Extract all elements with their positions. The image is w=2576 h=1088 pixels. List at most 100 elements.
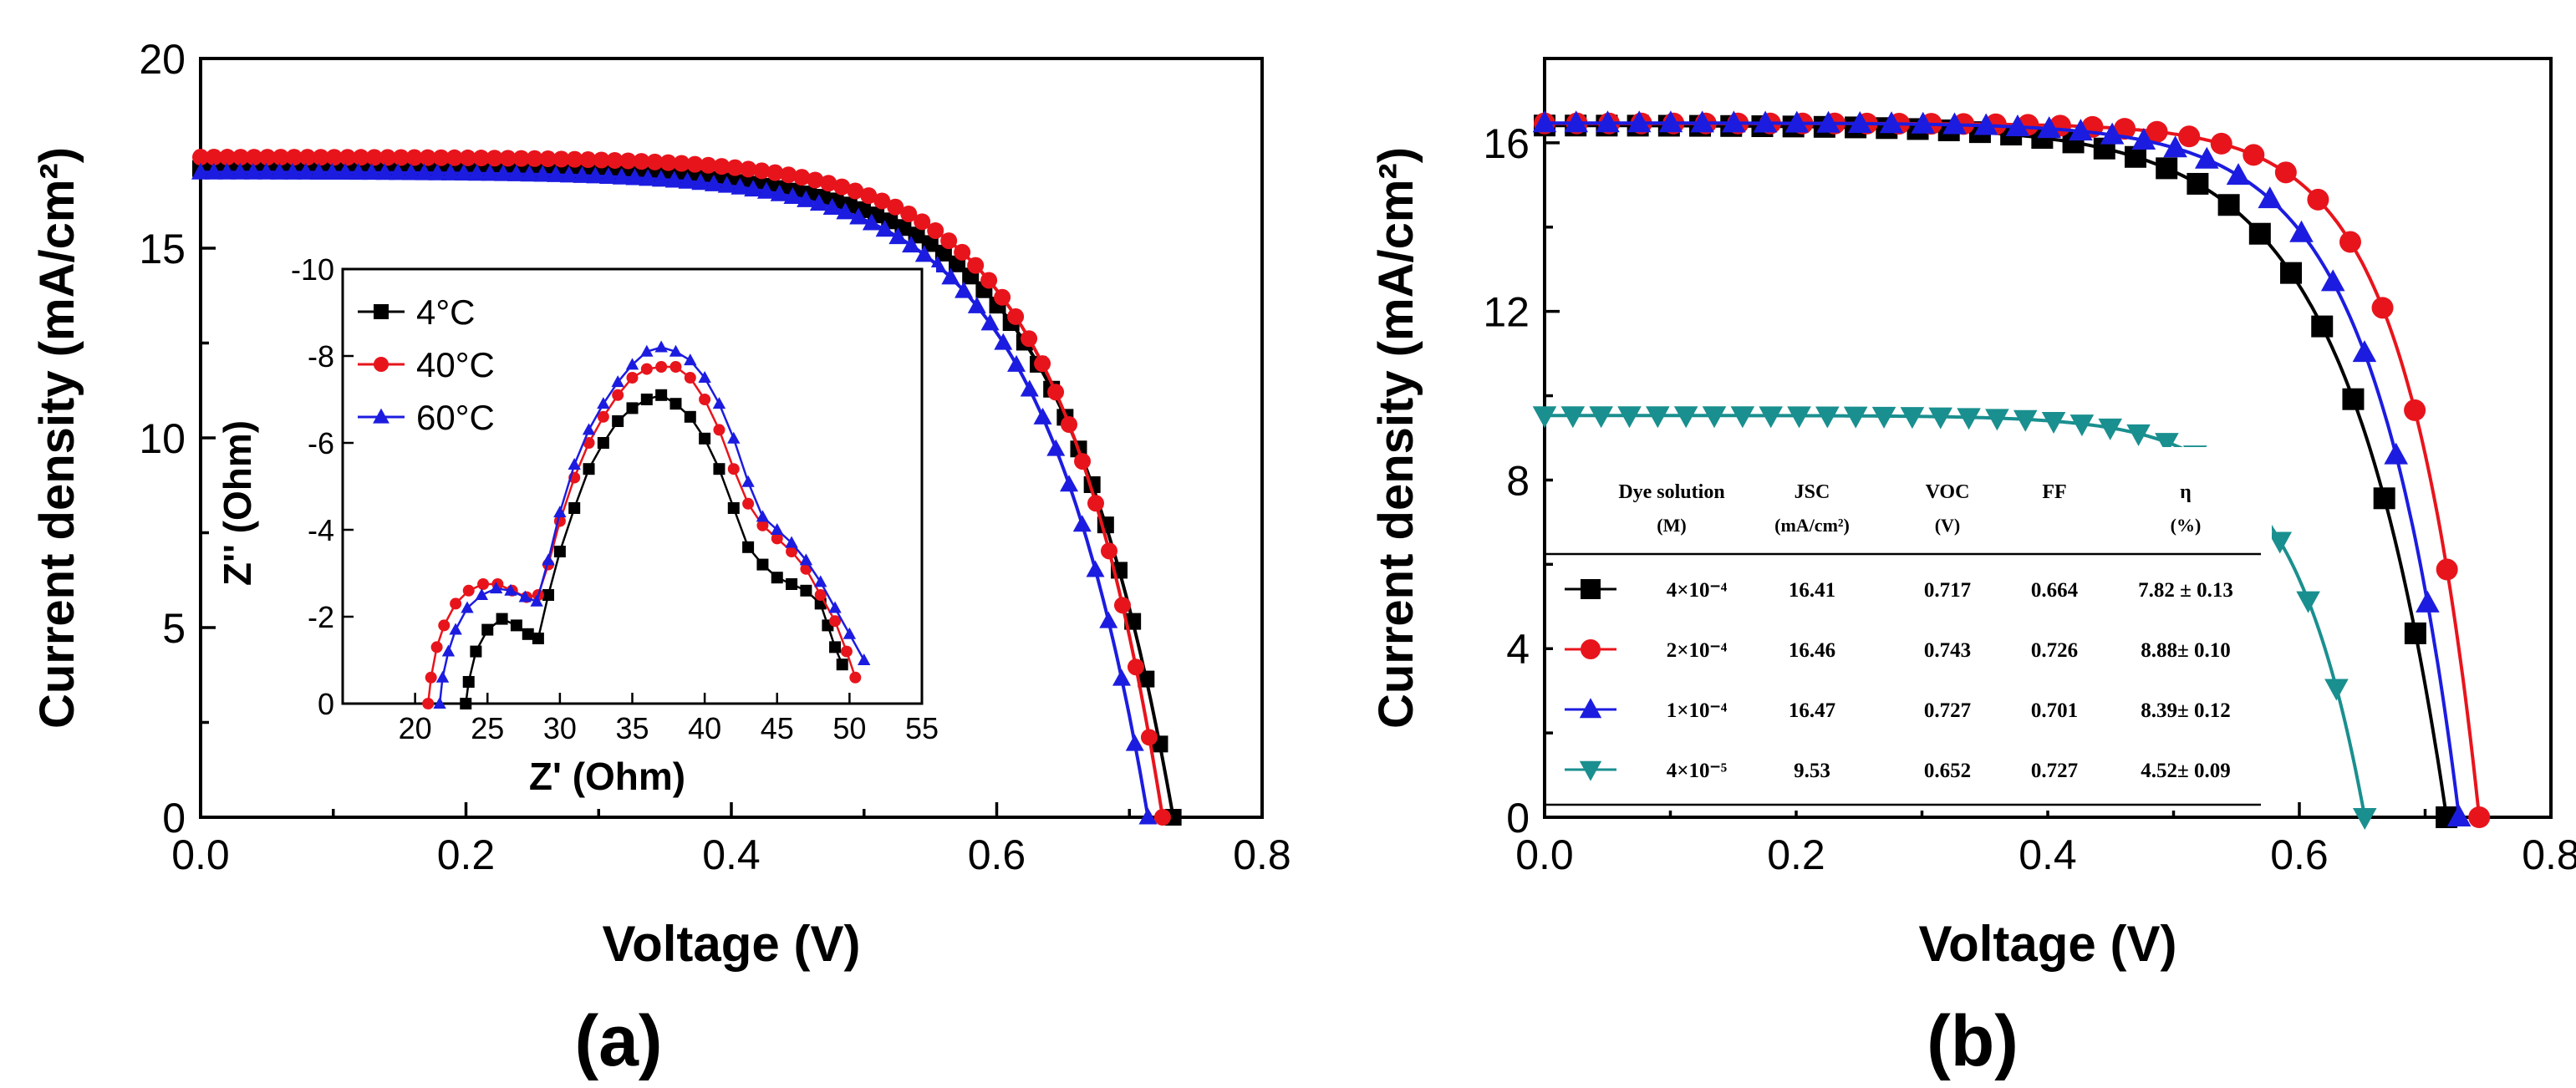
series-1×10⁻⁴ bbox=[1532, 110, 2472, 827]
inset-x-tick-label: 30 bbox=[543, 711, 577, 745]
x-tick-label: 0.2 bbox=[1767, 831, 1825, 878]
data-point bbox=[2320, 269, 2345, 292]
data-point bbox=[900, 205, 918, 222]
data-point bbox=[686, 155, 704, 173]
inset-chart: 20 25 30 35 40 45 50 55 0 -2 -4 -6 -8 -10 Z' (Ohm) Z'' … bbox=[216, 252, 939, 798]
inset-data-point bbox=[785, 536, 798, 548]
table-legend-marker bbox=[1581, 579, 1601, 599]
data-point bbox=[1627, 110, 1652, 133]
data-point bbox=[573, 165, 592, 183]
data-point bbox=[2248, 222, 2271, 245]
data-point bbox=[1087, 495, 1105, 512]
inset-data-point bbox=[504, 583, 517, 596]
data-point bbox=[1138, 807, 1158, 825]
inset-data-point bbox=[542, 589, 555, 601]
data-point bbox=[2098, 418, 2123, 440]
data-point bbox=[793, 169, 811, 186]
table-cell: 0.717 bbox=[1924, 579, 1971, 602]
data-point bbox=[2069, 119, 2093, 141]
data-point bbox=[1753, 110, 1778, 133]
x-tick-label: 0.0 bbox=[171, 831, 230, 878]
inset-data-point bbox=[460, 698, 472, 709]
data-point bbox=[914, 245, 934, 262]
data-point bbox=[1532, 406, 1557, 429]
data-point bbox=[1722, 110, 1746, 133]
data-point bbox=[807, 171, 824, 189]
panel-a: 0.0 0.2 0.4 0.6 0.8 0 5 10 15 20 Voltage (V) Curren… bbox=[30, 36, 1291, 1081]
data-point bbox=[2404, 622, 2426, 644]
data-point bbox=[593, 151, 610, 169]
data-point bbox=[1730, 406, 1755, 429]
inset-data-point bbox=[462, 676, 475, 688]
inset-x-tick-label: 40 bbox=[688, 711, 721, 745]
data-point bbox=[1759, 406, 1783, 429]
table-cell: 4.52± 0.09 bbox=[2141, 760, 2230, 782]
data-point bbox=[1617, 406, 1642, 429]
data-point bbox=[2005, 114, 2030, 136]
y-tick-label: 15 bbox=[139, 226, 186, 272]
data-point bbox=[507, 164, 526, 181]
data-point bbox=[2124, 145, 2146, 168]
data-point bbox=[941, 267, 960, 285]
data-point bbox=[2468, 806, 2491, 828]
data-point bbox=[285, 149, 303, 166]
table-cell: 4×10⁻⁴ bbox=[1667, 579, 1728, 602]
table-header-unit: (V) bbox=[1935, 515, 1961, 536]
data-point bbox=[401, 163, 420, 180]
data-point bbox=[1047, 384, 1065, 401]
data-point bbox=[726, 159, 744, 176]
data-point bbox=[2446, 805, 2472, 827]
data-point bbox=[339, 149, 356, 166]
inset-data-point bbox=[727, 463, 740, 475]
inset-data-point bbox=[626, 402, 639, 414]
data-point bbox=[612, 167, 631, 185]
panel-b: 0.0 0.2 0.4 0.6 0.8 0 4 8 12 16 Voltage (V) Current… bbox=[1369, 57, 2576, 1081]
data-point bbox=[2268, 531, 2293, 554]
data-point bbox=[309, 162, 328, 180]
legend-label: 4°C bbox=[416, 292, 476, 332]
y-tick-label: 4 bbox=[1506, 626, 1530, 673]
data-point bbox=[2324, 679, 2349, 701]
data-point bbox=[375, 163, 395, 180]
data-point bbox=[1072, 515, 1092, 532]
data-point bbox=[1871, 406, 1896, 429]
data-point bbox=[1942, 112, 1967, 135]
inset-x-title: Z' (Ohm) bbox=[529, 755, 685, 798]
legend-label: 60°C bbox=[416, 398, 495, 437]
data-point bbox=[389, 163, 408, 180]
data-point bbox=[499, 150, 517, 167]
inset-data-point bbox=[684, 410, 696, 423]
inset-data-point bbox=[530, 594, 543, 607]
data-point bbox=[1021, 330, 1038, 348]
inset-data-point bbox=[655, 389, 668, 401]
table-cell: 0.664 bbox=[2031, 579, 2079, 602]
inset-data-point bbox=[756, 519, 769, 531]
y-tick-label: 5 bbox=[162, 605, 186, 652]
inset-data-point bbox=[713, 424, 725, 436]
data-point bbox=[2311, 315, 2334, 338]
data-point bbox=[539, 150, 557, 168]
inset-y-tick-label: -10 bbox=[291, 252, 334, 287]
inset-data-point bbox=[669, 398, 682, 410]
data-point bbox=[980, 272, 998, 289]
inset-data-point bbox=[430, 641, 443, 653]
x-tick-label: 0.4 bbox=[702, 831, 761, 878]
data-point bbox=[955, 281, 974, 298]
data-point bbox=[1060, 475, 1079, 492]
data-point bbox=[783, 187, 802, 205]
data-point bbox=[2436, 558, 2458, 581]
inset-data-point bbox=[441, 644, 456, 657]
inset-data-point bbox=[612, 415, 624, 427]
inset-data-point bbox=[669, 361, 682, 373]
table-legend-marker bbox=[1579, 760, 1602, 781]
data-point bbox=[1100, 542, 1117, 560]
inset-data-point bbox=[518, 590, 532, 602]
data-point bbox=[673, 155, 690, 172]
inset-data-point bbox=[655, 361, 668, 373]
data-point bbox=[875, 220, 894, 237]
y-tick-label: 0 bbox=[162, 795, 186, 841]
data-point bbox=[467, 164, 486, 181]
data-point bbox=[1033, 407, 1052, 425]
data-point bbox=[1020, 379, 1039, 397]
